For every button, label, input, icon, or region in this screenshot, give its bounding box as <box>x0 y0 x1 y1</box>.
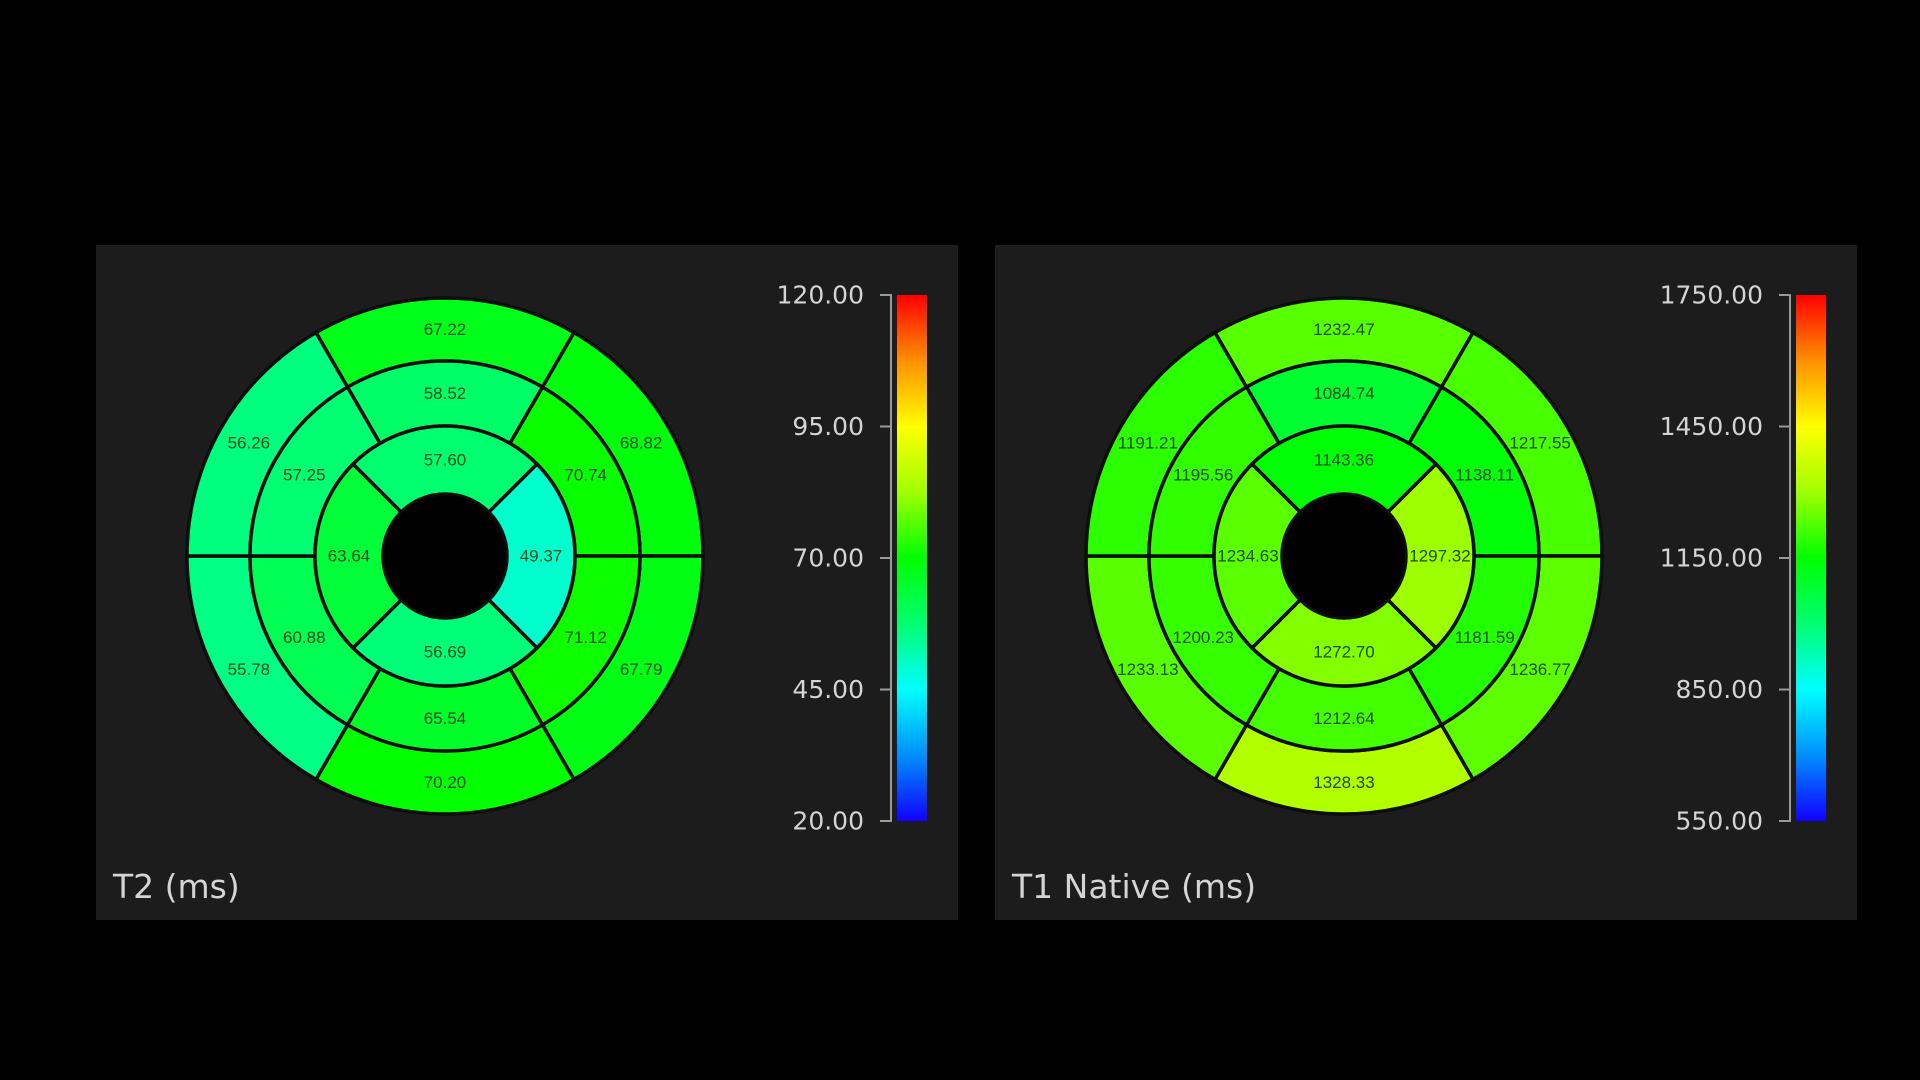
mid-segment-6-label: 57.25 <box>283 465 326 484</box>
basal-segment-4-label: 1328.33 <box>1313 773 1374 792</box>
colorbar-tick-label: 120.00 <box>777 281 864 310</box>
basal-segment-5-label: 1233.13 <box>1117 660 1178 679</box>
mid-segment-5-label: 1200.23 <box>1173 628 1234 647</box>
t2-panel-title: T2 (ms) <box>113 867 240 906</box>
apical-segment-1-label: 57.60 <box>424 451 467 470</box>
apical-segment-2-label: 1297.32 <box>1409 547 1470 566</box>
basal-segment-2-label: 1217.55 <box>1509 433 1570 452</box>
mid-segment-3-label: 71.12 <box>564 628 607 647</box>
mid-segment-2-label: 1138.11 <box>1455 465 1514 484</box>
t2-bullseye-panel: 67.22 68.82 67.79 70.20 55.78 56.26 58.52 70.74… <box>96 245 958 920</box>
basal-segment-5-label: 55.78 <box>228 660 271 679</box>
t2-bullseye-chart: 67.22 68.82 67.79 70.20 55.78 56.26 58.52 70.74… <box>185 281 927 836</box>
basal-segment-4-label: 70.20 <box>424 773 467 792</box>
mid-segment-2-label: 70.74 <box>564 465 607 484</box>
colorbar-tick-label: 850.00 <box>1676 675 1763 704</box>
colorbar <box>1796 295 1826 821</box>
center-hole <box>1280 492 1408 620</box>
mid-segment-3-label: 1181.59 <box>1455 628 1515 647</box>
colorbar-tick-label: 20.00 <box>792 807 864 836</box>
colorbar-tick-label: 95.00 <box>792 412 864 441</box>
t1-native-panel-title: T1 Native (ms) <box>1012 867 1257 906</box>
colorbar-tick-label: 1150.00 <box>1660 544 1763 573</box>
apical-segment-1-label: 1143.36 <box>1314 451 1374 470</box>
colorbar-tick-label: 1450.00 <box>1660 412 1763 441</box>
mid-segment-4-label: 65.54 <box>424 709 467 728</box>
colorbar-tick-label: 70.00 <box>792 544 864 573</box>
mid-segment-1-label: 58.52 <box>424 384 467 403</box>
apical-segment-3-label: 56.69 <box>424 643 467 662</box>
basal-segment-3-label: 1236.77 <box>1509 660 1570 679</box>
mid-segment-5-label: 60.88 <box>283 628 326 647</box>
apical-segment-4-label: 1234.63 <box>1217 547 1278 566</box>
mid-segment-6-label: 1195.56 <box>1173 465 1233 484</box>
basal-segment-1-label: 1232.47 <box>1313 320 1374 339</box>
basal-segment-1-label: 67.22 <box>424 320 467 339</box>
colorbar <box>897 295 927 821</box>
mid-segment-1-label: 1084.74 <box>1313 384 1374 403</box>
apical-segment-4-label: 63.64 <box>328 547 371 566</box>
apical-segment-3-label: 1272.70 <box>1313 643 1374 662</box>
colorbar-tick-label: 1750.00 <box>1660 281 1763 310</box>
apical-segment-2-label: 49.37 <box>520 547 563 566</box>
basal-segment-6-label: 1191.21 <box>1118 433 1178 452</box>
center-hole <box>381 492 509 620</box>
basal-segment-6-label: 56.26 <box>228 433 271 452</box>
t1-native-bullseye-panel: 1232.47 1217.55 1236.77 1328.33 1233.13 1191.… <box>995 245 1857 920</box>
colorbar-tick-label: 45.00 <box>792 675 864 704</box>
basal-segment-2-label: 68.82 <box>620 433 663 452</box>
colorbar-tick-label: 550.00 <box>1676 807 1763 836</box>
basal-segment-3-label: 67.79 <box>620 660 663 679</box>
mid-segment-4-label: 1212.64 <box>1313 709 1374 728</box>
t1-native-bullseye-chart: 1232.47 1217.55 1236.77 1328.33 1233.13 1191.… <box>1084 281 1826 836</box>
